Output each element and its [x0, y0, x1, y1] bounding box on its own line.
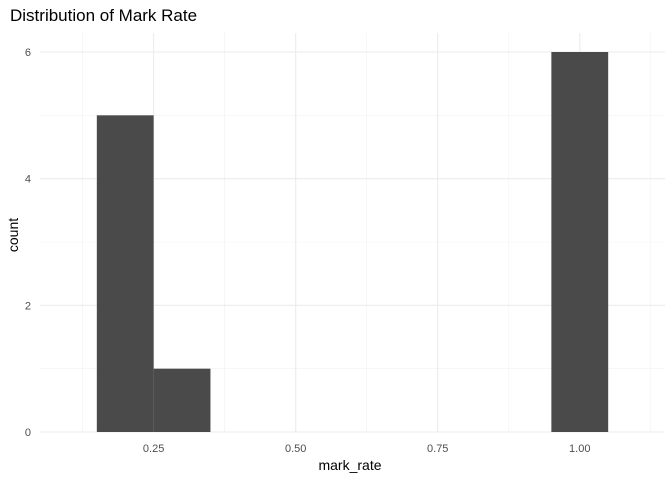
x-axis-title: mark_rate — [318, 457, 381, 473]
y-axis-tick-labels: 0 2 4 6 — [25, 47, 31, 439]
histogram-bars — [96, 52, 609, 432]
y-tick-label: 6 — [25, 47, 31, 59]
x-tick-label: 0.75 — [427, 443, 448, 455]
x-tick-label: 0.25 — [143, 443, 164, 455]
histogram-bar — [551, 52, 609, 432]
histogram-bar — [153, 368, 211, 432]
y-tick-label: 4 — [25, 174, 31, 186]
y-axis-title: count — [5, 218, 21, 252]
y-tick-label: 2 — [25, 300, 31, 312]
chart-title: Distribution of Mark Rate — [10, 6, 197, 25]
x-tick-label: 1.00 — [569, 443, 590, 455]
x-axis-tick-labels: 0.25 0.50 0.75 1.00 — [143, 443, 591, 455]
y-tick-label: 0 — [25, 427, 31, 439]
histogram-bar — [96, 115, 154, 432]
x-tick-label: 0.50 — [285, 443, 306, 455]
